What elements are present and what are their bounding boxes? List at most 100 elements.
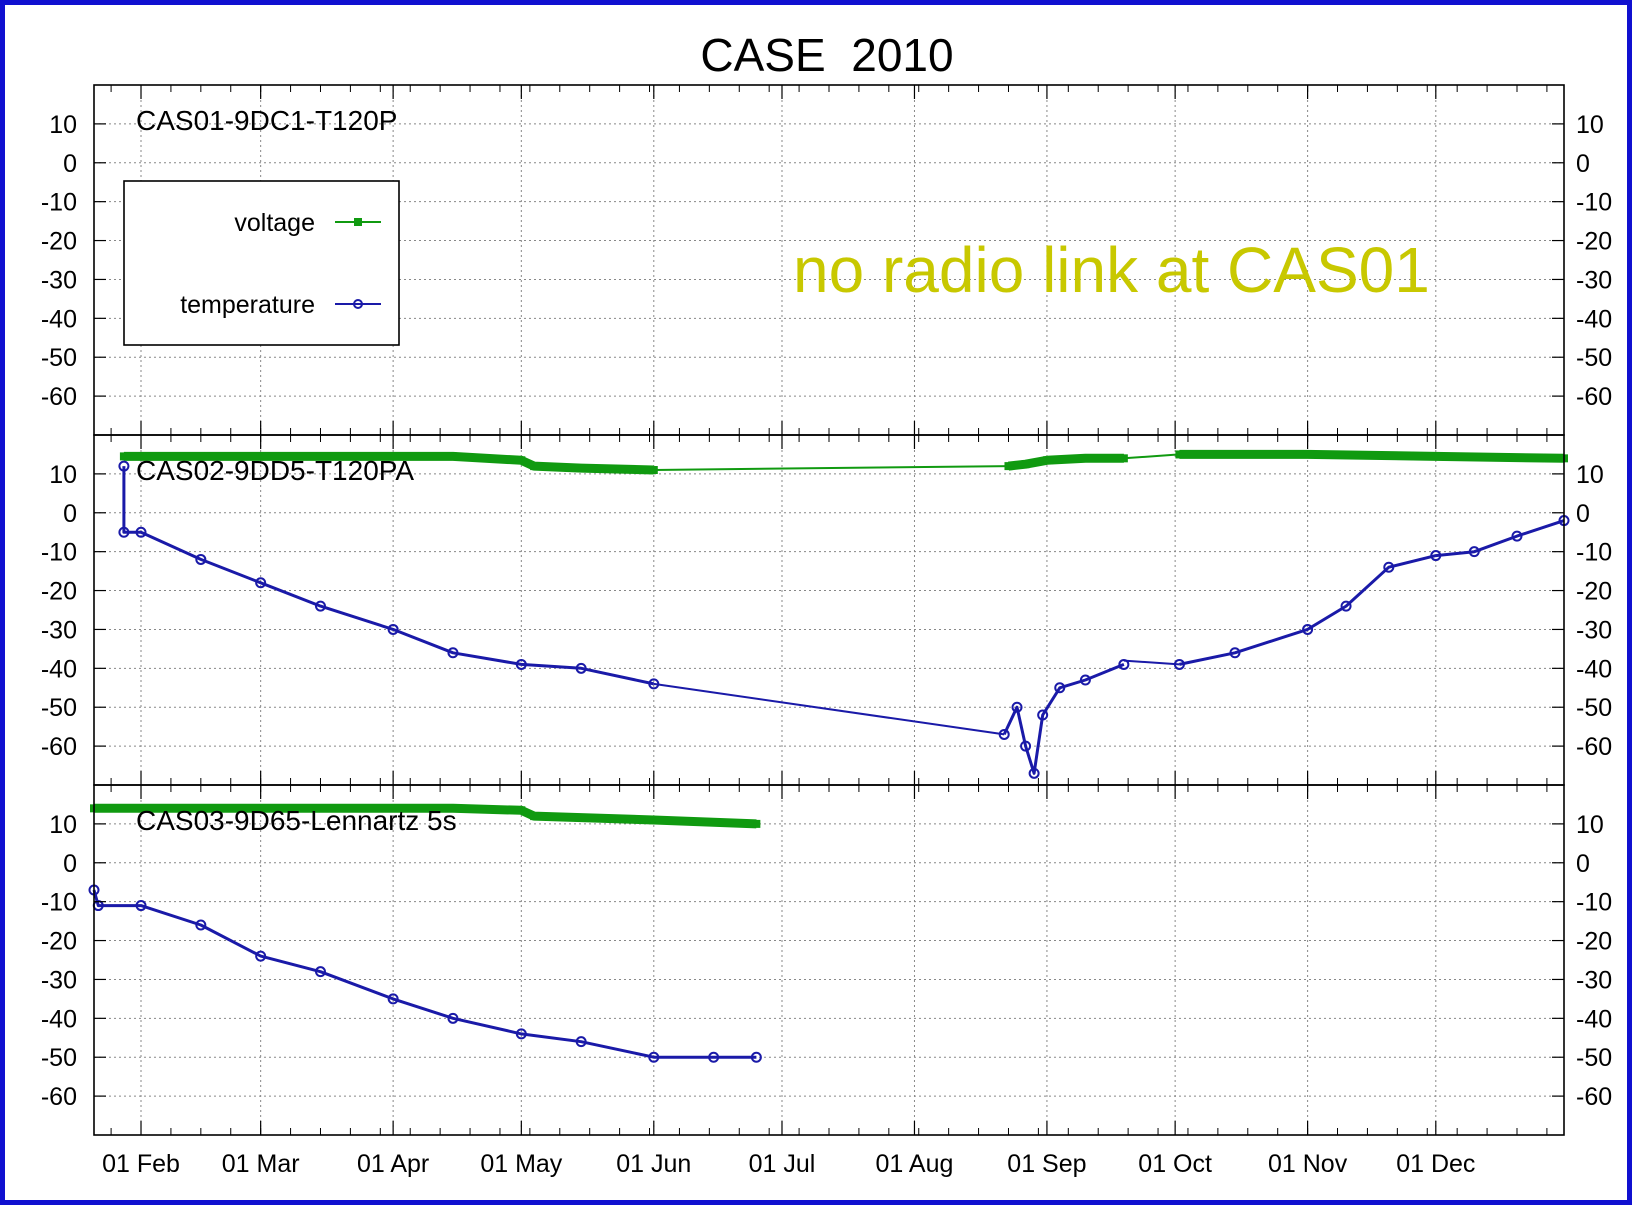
temperature-point (515, 1028, 527, 1040)
voltage-point (752, 819, 761, 828)
y-tick-label-right: 0 (1576, 150, 1590, 178)
x-tick-label: 01 Sep (1007, 1150, 1086, 1178)
y-tick-label-left: -60 (41, 733, 77, 761)
y-tick-label-right: -20 (1576, 578, 1612, 606)
temperature-point (314, 600, 326, 612)
voltage-point (1431, 452, 1440, 461)
panel-border (93, 784, 1565, 1136)
y-tick-label-left: -50 (41, 1044, 77, 1072)
x-tick-label: 01 Dec (1396, 1150, 1475, 1178)
chart-title: CASE 2010 (700, 29, 953, 81)
voltage-point (1303, 450, 1312, 459)
voltage-point (448, 452, 457, 461)
y-tick-label-right: -10 (1576, 539, 1612, 567)
temperature-point (195, 553, 207, 565)
grid-layer (94, 85, 1564, 1135)
x-tick-label: 01 Feb (102, 1150, 180, 1178)
voltage-point (1021, 460, 1030, 469)
y-tick-label-right: 10 (1576, 111, 1604, 139)
temperature-point (1079, 674, 1091, 686)
y-tick-label-left: -40 (41, 655, 77, 683)
y-tick-label-left: -40 (41, 305, 77, 333)
voltage-point (577, 464, 586, 473)
plot-svg: CASE 2010 01 Feb 01 Mar 01 Apr 01 May 01 Jun… (41, 29, 1612, 1178)
temperature-point (118, 460, 130, 472)
x-tick-label: 01 Jul (749, 1150, 816, 1178)
temperature-point (575, 1036, 587, 1048)
voltage-point (316, 452, 325, 461)
temperature-point (648, 1051, 660, 1063)
y-tick-label-right: -10 (1576, 889, 1612, 917)
y-tick-label-left: 0 (63, 850, 77, 878)
y-tick-label-right: -30 (1576, 616, 1612, 644)
temperature-point (1229, 647, 1241, 659)
y-tick-label-left: -10 (41, 539, 77, 567)
x-tick-label: 01 Oct (1138, 1150, 1212, 1178)
y-tick-label-right: -20 (1576, 928, 1612, 956)
legend-marker-voltage (354, 218, 362, 226)
voltage-point (1004, 462, 1013, 471)
y-tick-label-left: 0 (63, 500, 77, 528)
temperature-point (1054, 682, 1066, 694)
temperature-point (708, 1051, 720, 1063)
y-tick-label-left: -60 (41, 383, 77, 411)
temperature-point (135, 900, 147, 912)
voltage-point (649, 466, 658, 474)
y-tick-label-right: 10 (1576, 461, 1604, 489)
temperature-point (1037, 709, 1049, 721)
x-tick-label: 01 Jun (616, 1150, 691, 1178)
y-tick-label-right: 0 (1576, 850, 1590, 878)
y-tick-label-right: -10 (1576, 189, 1612, 217)
y-tick-label-left: -10 (41, 889, 77, 917)
voltage-point (1119, 454, 1128, 463)
temperature-point (750, 1051, 762, 1063)
y-tick-label-right: -20 (1576, 228, 1612, 256)
voltage-point (316, 804, 325, 813)
temperature-point (447, 1012, 459, 1024)
y-tick-label-right: -30 (1576, 266, 1612, 294)
voltage-point (196, 804, 205, 813)
y-tick-label-left: 10 (49, 811, 77, 839)
y-tick-label-left: -60 (41, 1083, 77, 1111)
voltage-line (94, 803, 757, 829)
temperature-point (447, 647, 459, 659)
panel-label: CAS01-9DC1-T120P (136, 105, 397, 136)
legend: voltage temperature (123, 180, 400, 346)
y-tick-label-right: -50 (1576, 694, 1612, 722)
axes-layer (93, 84, 1565, 1136)
temperature-point (1020, 740, 1032, 752)
x-tick-label: 01 Aug (876, 1150, 954, 1178)
temperature-line (653, 682, 1005, 736)
x-tick-label: 01 May (480, 1150, 562, 1178)
voltage-point (448, 804, 457, 813)
y-tick-label-left: 10 (49, 111, 77, 139)
y-tick-label-left: -50 (41, 694, 77, 722)
temperature-point (387, 623, 399, 635)
temperature-point (575, 662, 587, 674)
temperature-line (122, 466, 655, 686)
y-tick-label-right: 0 (1576, 500, 1590, 528)
temperature-point (1468, 546, 1480, 558)
voltage-line (123, 451, 654, 475)
y-tick-label-left: -30 (41, 966, 77, 994)
x-tick-label: 01 Apr (357, 1150, 429, 1178)
legend-label-temperature: temperature (180, 291, 315, 319)
temperature-point (998, 728, 1010, 740)
temperature-point (118, 526, 130, 538)
voltage-point (1042, 456, 1051, 465)
voltage-point (1081, 454, 1090, 463)
y-tick-label-right: -40 (1576, 1005, 1612, 1033)
voltage-point (517, 456, 526, 465)
y-tick-label-right: 10 (1576, 811, 1604, 839)
y-tick-label-right: -50 (1576, 344, 1612, 372)
y-tick-label-left: 0 (63, 150, 77, 178)
no-radio-link-annotation: no radio link at CAS01 (793, 234, 1430, 306)
voltage-line (653, 465, 1009, 471)
y-tick-label-right: -30 (1576, 966, 1612, 994)
temperature-line (1123, 659, 1180, 666)
temperature-point (255, 950, 267, 962)
temperature-point (1173, 658, 1185, 670)
temperature-point (1511, 530, 1523, 542)
temperature-point (1383, 561, 1395, 573)
